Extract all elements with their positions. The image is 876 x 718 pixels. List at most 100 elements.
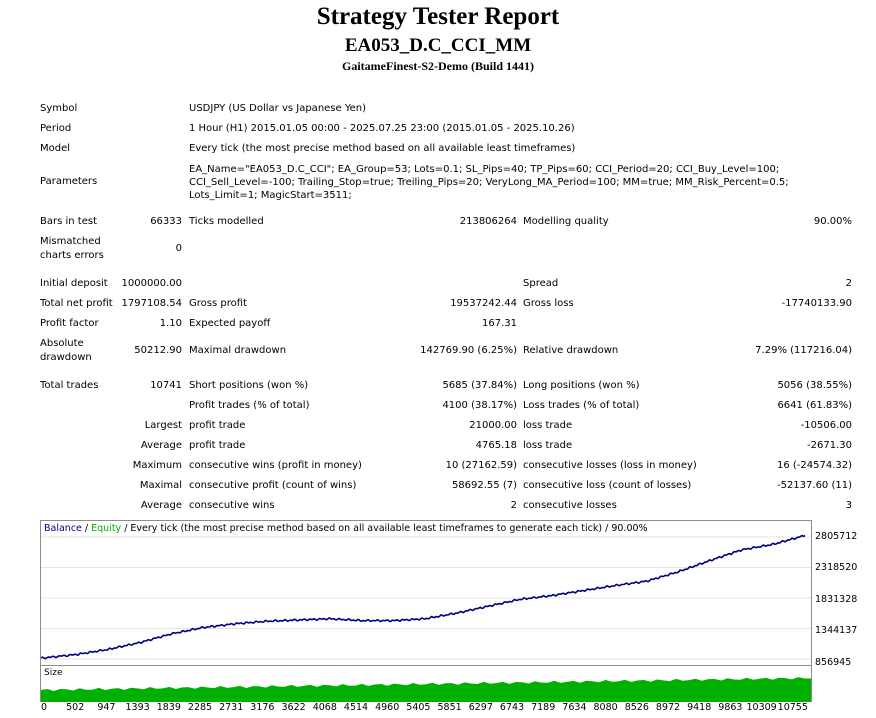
y-tick-label: 1344137 <box>815 625 858 636</box>
profit-factor-label: Profit factor <box>40 318 99 329</box>
x-tick-label: 2285 <box>187 702 213 713</box>
x-tick-label: 8080 <box>593 702 618 713</box>
average-consecutive-losses-label: consecutive losses <box>523 500 617 511</box>
average-label: Average <box>140 440 182 451</box>
maximal-drawdown-value: 142769.90 (6.25%) <box>420 345 517 356</box>
average-consecutive-label: Average <box>140 500 182 511</box>
legend-description: / Every tick (the most precise method ba… <box>121 523 648 534</box>
short-positions-label: Short positions (won %) <box>189 380 309 391</box>
spread-value: 2 <box>845 278 852 289</box>
average-loss-value: -2671.30 <box>807 440 852 451</box>
expected-payoff-value: 167.31 <box>482 318 517 329</box>
balance-line <box>41 534 806 660</box>
x-tick-label: 1393 <box>125 702 150 713</box>
x-tick-label: 10309 <box>746 702 777 713</box>
gross-profit-label: Gross profit <box>189 298 247 309</box>
long-positions-label: Long positions (won %) <box>523 380 640 391</box>
max-consecutive-losses-value: 16 (-24574.32) <box>776 460 852 471</box>
largest-loss-value: -10506.00 <box>800 420 852 431</box>
profit-factor-value: 1.10 <box>159 318 182 329</box>
model-value: Every tick (the most precise method base… <box>189 143 576 154</box>
report-title: Strategy Tester Report <box>316 3 560 30</box>
loss-trades-label: Loss trades (% of total) <box>523 400 640 411</box>
absolute-drawdown-label-line2: drawdown <box>40 352 92 363</box>
maximal-label: Maximal <box>139 480 182 491</box>
symbol-label: Symbol <box>40 103 78 114</box>
x-tick-label: 5405 <box>406 702 431 713</box>
x-tick-label: 1839 <box>156 702 181 713</box>
size-panel: Size <box>41 665 811 702</box>
x-tick-label: 2731 <box>219 702 244 713</box>
largest-loss-label: loss trade <box>523 420 573 431</box>
quality-label: Modelling quality <box>523 216 609 227</box>
x-tick-label: 8526 <box>624 702 649 713</box>
profit-trades-value: 4100 (38.17%) <box>442 400 517 411</box>
relative-drawdown-value: 7.29% (117216.04) <box>755 345 852 356</box>
deposit-value: 1000000.00 <box>121 278 182 289</box>
maximal-drawdown-label: Maximal drawdown <box>189 345 287 356</box>
loss-trades-value: 6641 (61.83%) <box>777 400 852 411</box>
net-profit-value: 1797108.54 <box>121 298 182 309</box>
max-consecutive-wins-label: consecutive wins (profit in money) <box>189 460 362 471</box>
balance-chart: Balance / Equity / Every tick (the most … <box>40 520 812 702</box>
maximal-consecutive-loss-label: consecutive loss (count of losses) <box>523 480 692 491</box>
largest-profit-label: profit trade <box>189 420 246 431</box>
gross-loss-value: -17740133.90 <box>781 298 852 309</box>
total-trades-label: Total trades <box>40 380 99 391</box>
maximal-consecutive-loss-value: -52137.60 (11) <box>776 480 852 491</box>
deposit-label: Initial deposit <box>40 278 108 289</box>
gross-loss-label: Gross loss <box>523 298 574 309</box>
spread-label: Spread <box>523 278 559 289</box>
short-positions-value: 5685 (37.84%) <box>442 380 517 391</box>
x-tick-label: 7189 <box>531 702 556 713</box>
absolute-drawdown-value: 50212.90 <box>134 345 182 356</box>
parameters-value: EA_Name="EA053_D.C_CCI"; EA_Group=53; Lo… <box>189 164 789 201</box>
maximal-consecutive-profit-label: consecutive profit (count of wins) <box>189 480 357 491</box>
y-tick-label: 1831328 <box>815 594 858 605</box>
x-tick-label: 4514 <box>343 702 369 713</box>
y-tick-label: 2318520 <box>815 562 858 573</box>
symbol-value: USDJPY (US Dollar vs Japanese Yen) <box>189 103 367 114</box>
size-label: Size <box>44 668 63 678</box>
average-consecutive-wins-value: 2 <box>510 500 517 511</box>
long-positions-value: 5056 (38.55%) <box>777 380 852 391</box>
net-profit-label: Total net profit <box>40 298 113 309</box>
absolute-drawdown-label-line1: Absolute <box>40 338 84 349</box>
bars-value: 66333 <box>150 216 182 227</box>
chart-plot <box>41 534 811 660</box>
largest-profit-value: 21000.00 <box>469 420 517 431</box>
x-tick-label: 9863 <box>718 702 743 713</box>
x-tick-label: 8972 <box>655 702 681 713</box>
size-area <box>41 677 811 702</box>
x-tick-label: 10755 <box>777 702 808 713</box>
x-tick-label: 6743 <box>499 702 525 713</box>
x-tick-label: 6297 <box>468 702 493 713</box>
total-trades-value: 10741 <box>150 380 182 391</box>
x-tick-label: 4960 <box>375 702 400 713</box>
expected-payoff-label: Expected payoff <box>189 318 271 329</box>
parameters-label: Parameters <box>40 176 98 187</box>
legend-balance: Balance <box>44 523 82 534</box>
x-tick-label: 7634 <box>562 702 587 713</box>
average-profit-label: profit trade <box>189 440 246 451</box>
average-consecutive-losses-value: 3 <box>845 500 852 511</box>
x-tick-label: 9418 <box>687 702 712 713</box>
x-tick-label: 947 <box>97 702 116 713</box>
max-consecutive-losses-label: consecutive losses (loss in money) <box>523 460 697 471</box>
x-tick-label: 3176 <box>250 702 275 713</box>
period-label: Period <box>40 123 72 134</box>
period-value: 1 Hour (H1) 2015.01.05 00:00 - 2025.07.2… <box>189 123 575 134</box>
expert-name: EA053_D.C_CCI_MM <box>344 35 532 56</box>
chart-legend: Balance / Equity / Every tick (the most … <box>44 523 648 534</box>
mismatch-label-line2: charts errors <box>40 250 104 261</box>
bars-label: Bars in test <box>40 216 97 227</box>
x-tick-label: 4068 <box>312 702 337 713</box>
server-name: GaitameFinest-S2-Demo (Build 1441) <box>342 59 534 73</box>
maximal-consecutive-profit-value: 58692.55 (7) <box>451 480 517 491</box>
legend-separator: / <box>81 523 92 534</box>
gross-profit-value: 19537242.44 <box>450 298 517 309</box>
y-tick-label: 2805712 <box>815 531 858 542</box>
legend-equity: Equity <box>91 523 122 534</box>
quality-value: 90.00% <box>813 216 852 227</box>
x-tick-label: 502 <box>66 702 85 713</box>
